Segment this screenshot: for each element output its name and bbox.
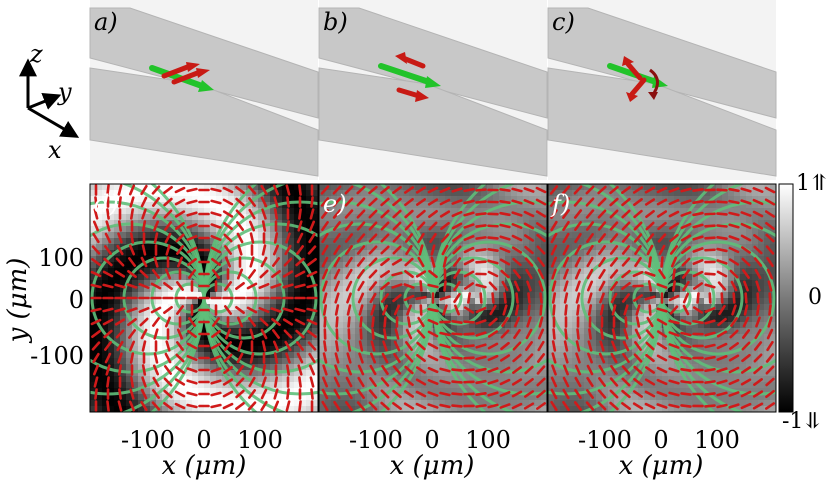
- x-tick: -100: [121, 426, 175, 454]
- upper-plate: [547, 7, 777, 119]
- lower-plate: [547, 67, 777, 177]
- y-tick: 100: [38, 244, 84, 272]
- colorbar-bottom-label: -1⥥: [782, 409, 822, 434]
- top-panel-a: a): [89, 0, 319, 180]
- panel-label: c): [552, 8, 575, 36]
- top-panel-b: b): [318, 0, 548, 180]
- y-tick: 0: [69, 286, 84, 314]
- lower-plate: [318, 67, 548, 177]
- x-tick: -100: [349, 426, 403, 454]
- panel-label-f: f): [550, 190, 570, 218]
- x-axis-label-triad: x: [48, 136, 62, 164]
- colorbar-top-label: 1⥣: [796, 171, 828, 196]
- upper-plate: [89, 7, 319, 119]
- panel-label-e: e): [323, 190, 347, 218]
- axes-triad: z y x: [19, 40, 80, 164]
- colorbar-mid-label: 0: [808, 285, 822, 310]
- colorbar-gradient: [778, 183, 794, 413]
- x-axis-d: -100 0 100 x (μm): [121, 426, 283, 481]
- x-tick: 100: [465, 426, 511, 454]
- y-tick: -100: [30, 342, 84, 370]
- arrow-pair: [149, 62, 214, 92]
- x-axis-label: x (μm): [390, 451, 475, 481]
- y-axis: 100 0 -100 y (μm): [3, 244, 84, 370]
- x-axis-label: x (μm): [162, 451, 247, 481]
- direction-dashes: [90, 184, 318, 412]
- direction-dashes: [549, 185, 776, 412]
- x-tick: 0: [196, 426, 211, 454]
- direction-dashes: [320, 185, 547, 412]
- y-axis-label-triad: y: [57, 78, 72, 106]
- field-panel-d: [89, 183, 319, 413]
- x-axis-e: -100 0 100 x (μm): [349, 426, 511, 481]
- arrow-pair: [607, 56, 668, 102]
- panel-label: b): [323, 8, 348, 36]
- x-tick: 100: [694, 426, 740, 454]
- x-axis-f: -100 0 100 x (μm): [578, 426, 740, 481]
- field-panel-f: [547, 183, 777, 413]
- x-tick: 0: [653, 426, 668, 454]
- bottom-panels: [89, 183, 777, 413]
- x-axis-label: x (μm): [619, 451, 704, 481]
- top-panel-c: c): [547, 0, 777, 180]
- panel-label: a): [94, 8, 118, 36]
- panel-label-d: d): [94, 190, 119, 218]
- y-axis-label: y (μm): [3, 258, 33, 344]
- x-tick: 0: [424, 426, 439, 454]
- x-tick: 100: [237, 426, 283, 454]
- upper-plate: [318, 7, 548, 119]
- field-panel-e: [318, 183, 548, 413]
- x-tick: -100: [578, 426, 632, 454]
- z-axis-label: z: [29, 40, 43, 68]
- colorbar: 1⥣ 0 -1⥥: [778, 171, 828, 434]
- arrow-pair: [378, 52, 441, 102]
